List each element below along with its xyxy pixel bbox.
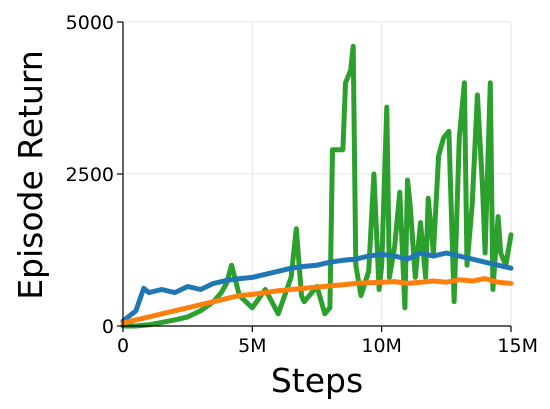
x-tick-label: 10M <box>361 335 402 357</box>
x-tick-label: 5M <box>238 335 266 357</box>
y-tick-label: 5000 <box>66 12 114 34</box>
plot-area <box>120 43 514 329</box>
ticks: 0 5M 10M 15M 0 2500 5000 <box>66 12 538 357</box>
y-tick-label: 0 <box>102 316 114 338</box>
x-tick-label: 0 <box>117 335 129 357</box>
x-axis-title: Steps <box>271 361 363 400</box>
x-tick-label: 15M <box>497 335 538 357</box>
y-axis-title: Episode Return <box>11 50 50 300</box>
series-line-2 <box>120 276 514 326</box>
y-tick-label: 2500 <box>66 164 114 186</box>
series-line-0 <box>120 43 514 329</box>
series-line-1 <box>120 250 514 324</box>
